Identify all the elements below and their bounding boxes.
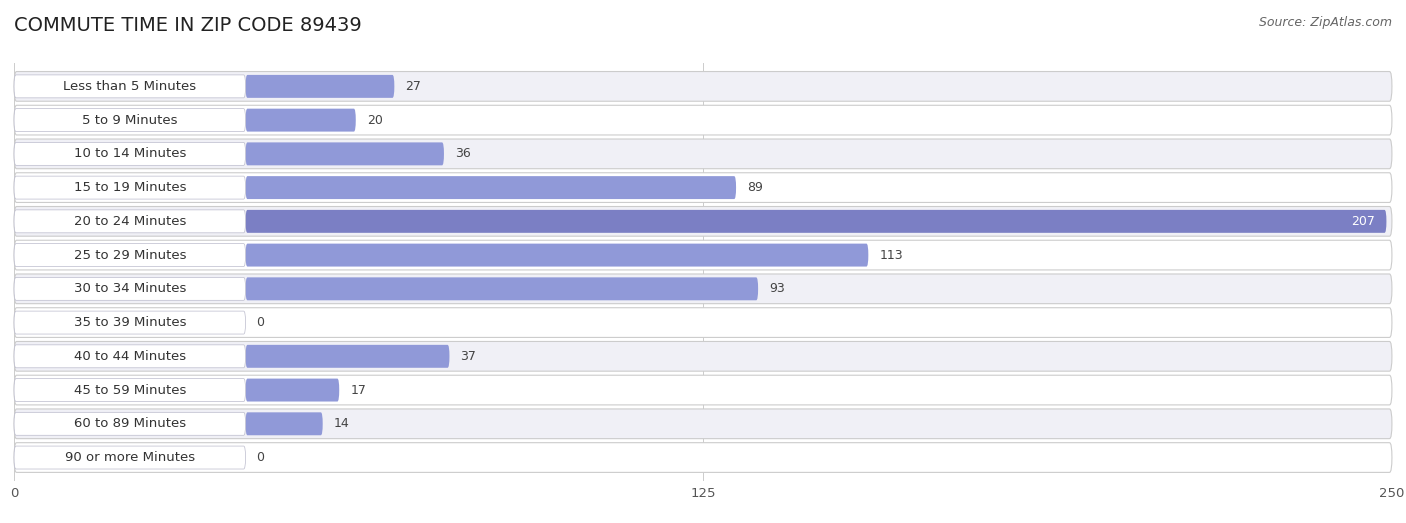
FancyBboxPatch shape (14, 277, 246, 300)
FancyBboxPatch shape (14, 173, 1392, 202)
FancyBboxPatch shape (246, 142, 444, 165)
FancyBboxPatch shape (14, 342, 1392, 371)
FancyBboxPatch shape (14, 72, 1392, 101)
Text: 89: 89 (747, 181, 763, 194)
FancyBboxPatch shape (14, 308, 1392, 337)
FancyBboxPatch shape (14, 207, 1392, 236)
Text: 15 to 19 Minutes: 15 to 19 Minutes (73, 181, 186, 194)
FancyBboxPatch shape (14, 412, 246, 435)
FancyBboxPatch shape (14, 446, 246, 469)
FancyBboxPatch shape (14, 105, 1392, 135)
FancyBboxPatch shape (14, 379, 246, 402)
FancyBboxPatch shape (246, 109, 356, 132)
Text: 113: 113 (879, 248, 903, 262)
Text: 20: 20 (367, 113, 382, 127)
FancyBboxPatch shape (246, 412, 323, 435)
Text: 0: 0 (256, 451, 264, 464)
FancyBboxPatch shape (14, 375, 1392, 405)
Text: 35 to 39 Minutes: 35 to 39 Minutes (73, 316, 186, 329)
FancyBboxPatch shape (246, 345, 450, 368)
Text: 27: 27 (405, 80, 422, 93)
Text: 14: 14 (333, 417, 350, 430)
Text: 90 or more Minutes: 90 or more Minutes (65, 451, 195, 464)
Text: 45 to 59 Minutes: 45 to 59 Minutes (73, 383, 186, 396)
FancyBboxPatch shape (14, 311, 246, 334)
Text: 30 to 34 Minutes: 30 to 34 Minutes (73, 282, 186, 295)
Text: COMMUTE TIME IN ZIP CODE 89439: COMMUTE TIME IN ZIP CODE 89439 (14, 16, 361, 35)
FancyBboxPatch shape (14, 244, 246, 267)
Text: 0: 0 (256, 316, 264, 329)
FancyBboxPatch shape (14, 139, 1392, 169)
FancyBboxPatch shape (14, 109, 246, 132)
FancyBboxPatch shape (246, 379, 339, 402)
Text: 37: 37 (461, 350, 477, 363)
FancyBboxPatch shape (14, 240, 1392, 270)
Text: Source: ZipAtlas.com: Source: ZipAtlas.com (1258, 16, 1392, 29)
FancyBboxPatch shape (14, 176, 246, 199)
FancyBboxPatch shape (246, 277, 758, 300)
FancyBboxPatch shape (14, 345, 246, 368)
Text: 10 to 14 Minutes: 10 to 14 Minutes (73, 147, 186, 161)
Text: 17: 17 (350, 383, 366, 396)
FancyBboxPatch shape (14, 274, 1392, 304)
FancyBboxPatch shape (246, 244, 869, 267)
FancyBboxPatch shape (14, 409, 1392, 439)
FancyBboxPatch shape (246, 210, 1386, 233)
Text: 60 to 89 Minutes: 60 to 89 Minutes (73, 417, 186, 430)
Text: 36: 36 (456, 147, 471, 161)
Text: 207: 207 (1351, 215, 1375, 228)
FancyBboxPatch shape (246, 176, 737, 199)
FancyBboxPatch shape (14, 142, 246, 165)
FancyBboxPatch shape (246, 75, 394, 98)
Text: 5 to 9 Minutes: 5 to 9 Minutes (82, 113, 177, 127)
Text: Less than 5 Minutes: Less than 5 Minutes (63, 80, 197, 93)
Text: 93: 93 (769, 282, 785, 295)
FancyBboxPatch shape (14, 442, 1392, 472)
Text: 40 to 44 Minutes: 40 to 44 Minutes (73, 350, 186, 363)
FancyBboxPatch shape (14, 75, 246, 98)
Text: 25 to 29 Minutes: 25 to 29 Minutes (73, 248, 186, 262)
FancyBboxPatch shape (14, 210, 246, 233)
Text: 20 to 24 Minutes: 20 to 24 Minutes (73, 215, 186, 228)
